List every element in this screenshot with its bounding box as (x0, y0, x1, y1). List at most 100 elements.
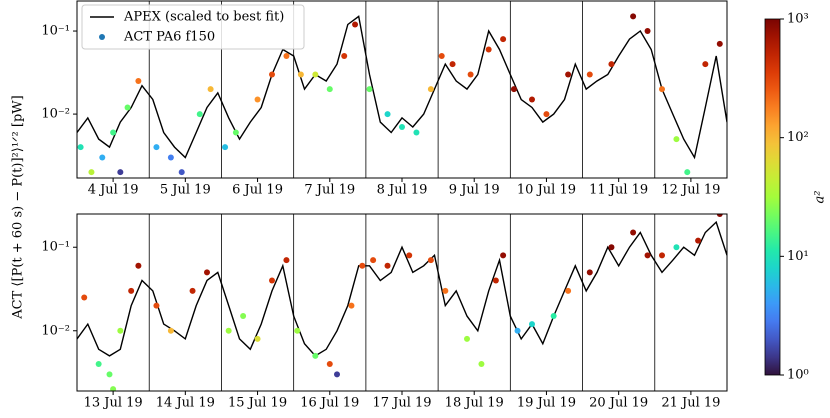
act-point (88, 169, 95, 176)
act-point (117, 169, 124, 176)
act-point (510, 86, 517, 93)
act-point (384, 111, 391, 118)
act-point (196, 111, 203, 118)
act-point (630, 229, 637, 236)
x-tick-label: 8 Jul 19 (377, 183, 428, 198)
act-point (326, 360, 333, 367)
colorbar-tick-label: 10⁰ (787, 368, 809, 383)
act-point (128, 287, 135, 294)
act-point (99, 154, 106, 161)
act-point (608, 244, 615, 251)
act-point (135, 78, 142, 85)
act-point (153, 302, 160, 309)
act-point (240, 313, 247, 320)
act-point (406, 252, 413, 259)
act-point (673, 244, 680, 251)
act-point (449, 61, 456, 68)
act-point (95, 360, 102, 367)
act-point (500, 36, 507, 43)
act-point (427, 86, 434, 93)
colorbar-label: a² (813, 191, 828, 204)
act-point (348, 302, 355, 309)
act-point (586, 269, 593, 276)
act-point (630, 13, 637, 20)
y-tick-label: 10⁻¹ (41, 240, 70, 255)
act-point (283, 257, 290, 264)
act-point (283, 53, 290, 60)
act-point (117, 327, 124, 334)
act-point (204, 269, 210, 276)
act-point (529, 321, 535, 328)
x-tick-label: 21 Jul 19 (661, 396, 720, 411)
x-tick-label: 10 Jul 19 (517, 183, 576, 198)
act-point (81, 294, 88, 301)
act-point (232, 129, 239, 136)
act-point (586, 71, 593, 78)
act-point (702, 61, 709, 68)
legend: APEX (scaled to best fit) ACT PA6 f150 (81, 4, 305, 50)
act-point (189, 287, 196, 294)
x-tick-label: 6 Jul 19 (232, 183, 283, 198)
x-tick-label: 4 Jul 19 (88, 183, 139, 198)
legend-label: APEX (scaled to best fit) (123, 10, 284, 25)
y-tick-label: 10⁻¹ (41, 24, 70, 39)
axes-frame (76, 213, 728, 392)
x-tick-label: 13 Jul 19 (84, 396, 143, 411)
act-point (608, 61, 615, 68)
legend-marker (99, 34, 105, 40)
act-point (438, 53, 445, 60)
act-point (341, 53, 348, 60)
apex-line (77, 220, 727, 357)
act-point (167, 327, 174, 334)
act-point (716, 214, 723, 217)
act-point (464, 335, 470, 342)
x-tick-label: 15 Jul 19 (228, 396, 287, 411)
act-point (370, 257, 377, 264)
act-point (269, 277, 275, 284)
x-tick-label: 17 Jul 19 (372, 396, 431, 411)
act-point (366, 86, 373, 93)
act-point (207, 86, 214, 93)
act-point (716, 40, 723, 47)
act-point (297, 71, 304, 78)
act-point (695, 237, 702, 244)
x-tick-label: 7 Jul 19 (304, 183, 355, 198)
act-point (500, 252, 507, 259)
act-point (225, 327, 232, 334)
colorbar-tick-label: 10² (787, 130, 809, 145)
x-tick-label: 20 Jul 19 (589, 396, 648, 411)
act-point (550, 313, 557, 320)
y-axis-label: ACT ⟨[P(t + 60 s) − P(t)]²⟩¹ᐟ² [pW] (11, 95, 26, 319)
act-point (312, 352, 319, 359)
act-point (326, 86, 333, 93)
act-point (543, 111, 550, 118)
act-point (178, 169, 185, 176)
act-point (659, 252, 665, 259)
apex-line (77, 15, 727, 160)
y-tick-label: 10⁻² (41, 107, 70, 122)
x-tick-label: 5 Jul 19 (160, 183, 211, 198)
x-tick-label: 9 Jul 19 (449, 183, 500, 198)
y-tick-label: 10⁻² (41, 323, 70, 338)
act-point (153, 144, 160, 151)
x-tick-label: 19 Jul 19 (517, 396, 576, 411)
act-point (442, 287, 449, 294)
act-point (167, 154, 174, 161)
colorbar (764, 18, 781, 376)
act-point (413, 129, 420, 136)
act-point (312, 71, 319, 78)
act-point (485, 46, 492, 53)
act-point (478, 360, 485, 367)
act-point (529, 96, 535, 103)
act-point (334, 371, 340, 378)
act-point (684, 169, 691, 176)
act-point (269, 71, 275, 78)
act-point (135, 262, 142, 269)
legend-label: ACT PA6 f150 (123, 30, 215, 45)
act-point (565, 287, 572, 294)
legend-box (81, 4, 305, 50)
act-point (110, 386, 117, 391)
act-point (110, 129, 117, 136)
plot-area (77, 214, 727, 391)
